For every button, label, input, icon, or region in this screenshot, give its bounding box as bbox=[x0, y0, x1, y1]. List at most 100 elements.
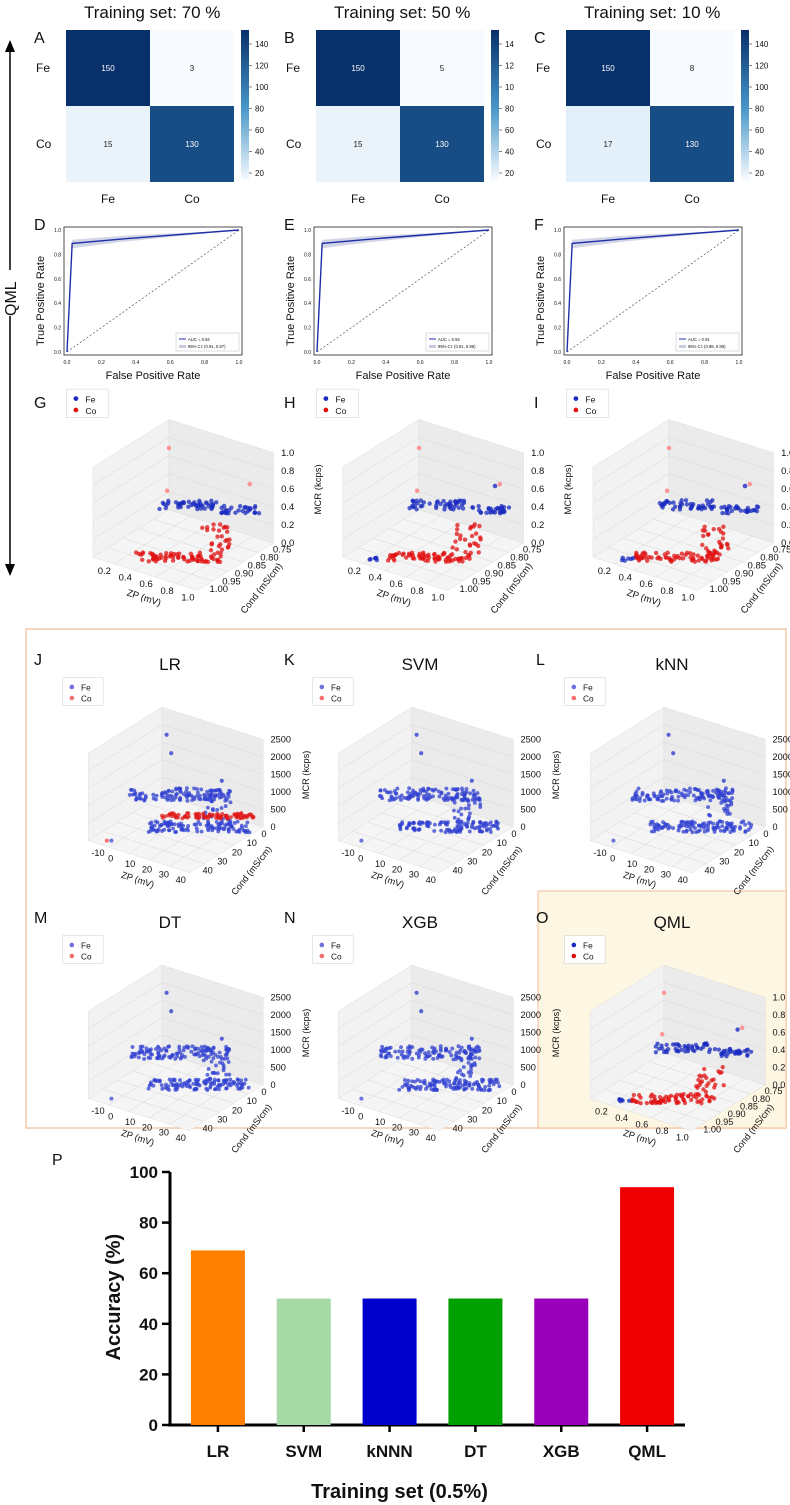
legend-fe-marker bbox=[571, 942, 577, 948]
co-point bbox=[457, 556, 462, 561]
co-point bbox=[702, 528, 708, 533]
co-point bbox=[703, 559, 709, 564]
z-axis-label: MCR (kcps) bbox=[551, 751, 561, 800]
fe-point bbox=[154, 797, 158, 802]
co-point bbox=[224, 529, 230, 534]
roc-y-tick: 0.8 bbox=[54, 252, 61, 258]
panel-letter-F: F bbox=[534, 217, 544, 234]
co-point bbox=[426, 555, 432, 560]
fe-point bbox=[706, 820, 711, 825]
fe-point bbox=[203, 1081, 208, 1086]
z-tick-label: 2500 bbox=[521, 992, 541, 1002]
co-point bbox=[650, 1100, 655, 1106]
fe-point bbox=[217, 1050, 222, 1055]
colorbar bbox=[241, 30, 249, 180]
fe-point bbox=[728, 830, 733, 835]
qml-scatter-1: 1.00.80.60.40.20.00.20.40.60.81.01.000.9… bbox=[66, 388, 324, 616]
fe-point bbox=[400, 1049, 405, 1054]
fe-point bbox=[149, 820, 154, 825]
fe-point bbox=[128, 787, 133, 792]
y-tick-label: 0.80 bbox=[510, 553, 529, 564]
fe-point bbox=[378, 788, 383, 793]
fe-outlier bbox=[721, 778, 726, 783]
fe-point bbox=[228, 800, 233, 805]
co-point bbox=[702, 1066, 707, 1072]
fe-point bbox=[685, 1049, 691, 1054]
roc-y-tick: 0.2 bbox=[304, 326, 311, 332]
co-point bbox=[460, 559, 465, 564]
fe-point bbox=[164, 1082, 168, 1087]
colorbar-tick-label: 100 bbox=[255, 83, 269, 92]
fe-point bbox=[397, 795, 402, 800]
fe-point bbox=[463, 791, 467, 796]
y-tick-label: 0.75 bbox=[523, 545, 542, 556]
roc-y-tick: 0.8 bbox=[304, 252, 311, 258]
co-point bbox=[160, 815, 165, 820]
fe-point bbox=[189, 793, 194, 798]
fe-point bbox=[236, 508, 241, 513]
fe-point bbox=[433, 1087, 438, 1092]
fe-point bbox=[239, 1083, 244, 1088]
fe-point bbox=[186, 1080, 191, 1085]
fe-point bbox=[193, 1046, 198, 1051]
fe-point bbox=[702, 796, 707, 801]
roc-y-tick: 1.0 bbox=[554, 228, 561, 234]
fe-point bbox=[220, 821, 225, 826]
fe-point bbox=[454, 1050, 459, 1055]
fe-point bbox=[673, 788, 678, 793]
fe-point bbox=[456, 809, 461, 814]
fe-point bbox=[454, 795, 459, 800]
fe-outlier bbox=[469, 1036, 474, 1041]
cm-cell bbox=[150, 106, 234, 182]
colorbar-tick-label: 20 bbox=[255, 169, 264, 178]
fe-point bbox=[221, 827, 226, 832]
co-point bbox=[170, 811, 174, 816]
model-title-kNN: kNN bbox=[655, 655, 688, 674]
fe-point bbox=[155, 1056, 160, 1061]
z-tick-label: 0.0 bbox=[781, 538, 790, 549]
fe-point bbox=[669, 797, 674, 802]
fe-point bbox=[172, 822, 177, 827]
co-point bbox=[674, 1092, 679, 1097]
x-tick-label: 0.4 bbox=[619, 573, 632, 584]
fe-point bbox=[177, 1044, 182, 1049]
co-point bbox=[721, 531, 726, 536]
fe-point bbox=[488, 506, 494, 512]
fe-point bbox=[185, 786, 189, 791]
co-point bbox=[699, 1101, 704, 1106]
cm-cell bbox=[316, 30, 400, 106]
colorbar-tick-label: 80 bbox=[755, 105, 764, 114]
bar-y-tick-label: 20 bbox=[139, 1365, 158, 1384]
bar-x-tick-label: QML bbox=[628, 1442, 666, 1461]
legend-fe-label: Fe bbox=[335, 394, 345, 404]
fe-point bbox=[455, 824, 460, 829]
fe-point bbox=[656, 797, 661, 802]
roc-y-tick: 0.6 bbox=[304, 277, 311, 283]
fe-point bbox=[676, 1042, 681, 1047]
roc-y-tick: 0.0 bbox=[304, 350, 311, 356]
fe-point bbox=[236, 1086, 241, 1091]
fe-point bbox=[214, 826, 219, 831]
fe-point bbox=[452, 808, 456, 813]
z-tick-label: 1.0 bbox=[281, 448, 294, 459]
fe-point bbox=[466, 817, 471, 822]
pane-floor bbox=[592, 509, 775, 591]
roc-chance-line bbox=[566, 229, 740, 353]
fe-point bbox=[157, 1053, 162, 1058]
fe-point bbox=[679, 1047, 684, 1052]
fe-point bbox=[447, 1079, 452, 1084]
fe-point bbox=[215, 1071, 220, 1076]
fe-point bbox=[425, 1084, 430, 1089]
fe-point bbox=[456, 1070, 460, 1075]
roc-ci-label: 95% CI: (0.88, 0.95) bbox=[688, 344, 726, 349]
panel-letter-D: D bbox=[34, 217, 46, 234]
fe-point bbox=[711, 788, 715, 793]
x-tick-label: 0.4 bbox=[369, 573, 382, 584]
fe-point bbox=[683, 498, 689, 503]
z-tick-label: 2500 bbox=[271, 992, 291, 1002]
bar-y-axis-label: Accuracy (%) bbox=[103, 1234, 125, 1361]
fe-point bbox=[160, 1086, 165, 1091]
model-scatter-kNN: 2500 2000 1500 1000 500 0 -10 0 10 20 30 40 40 30 20 10… bbox=[564, 677, 790, 897]
co-outlier bbox=[104, 838, 109, 843]
fe-point bbox=[620, 555, 625, 561]
